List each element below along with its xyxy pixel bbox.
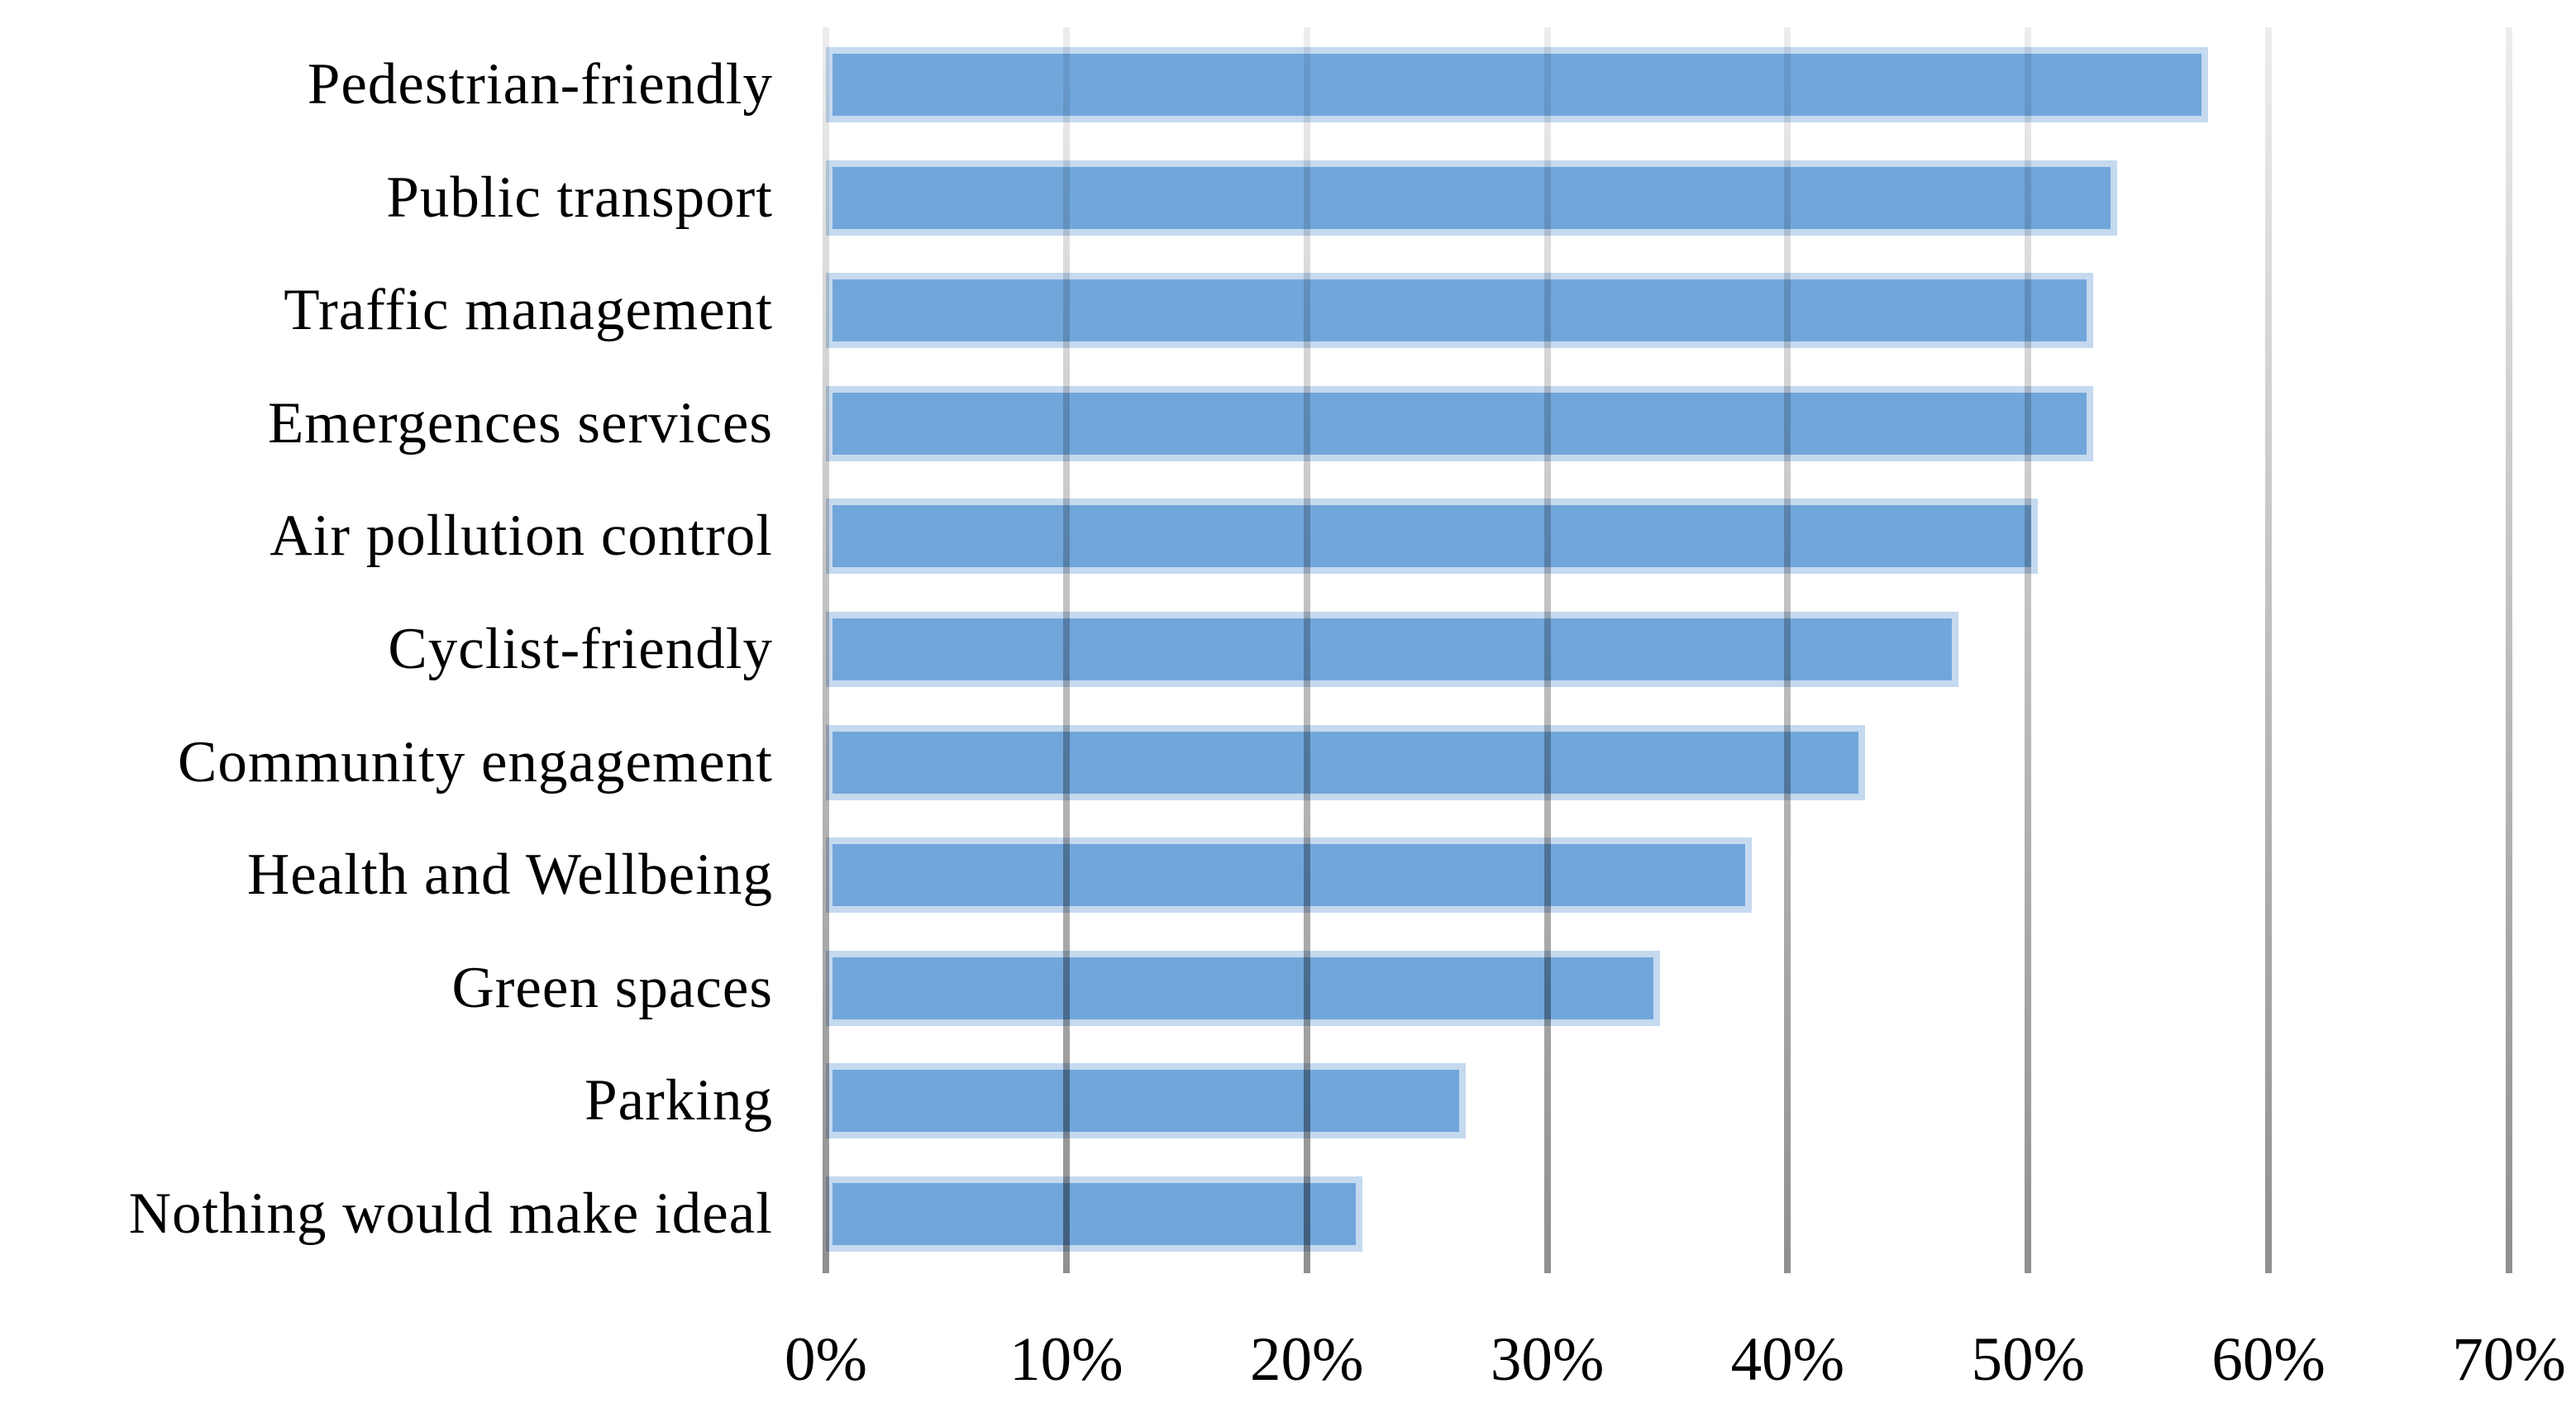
category-label-community-engagement: Community engagement xyxy=(177,729,773,795)
bar-air-pollution-control xyxy=(826,499,2038,575)
x-tick-label-60: 60% xyxy=(2211,1325,2326,1394)
x-tick-label-10: 10% xyxy=(1009,1325,1123,1394)
bar-community-engagement xyxy=(826,724,1865,800)
bar-traffic-management xyxy=(826,273,2093,349)
category-label-traffic-management: Traffic management xyxy=(284,278,773,343)
bar-parking xyxy=(826,1063,1466,1139)
category-label-cyclist-friendly: Cyclist-friendly xyxy=(388,617,773,681)
gridline-60 xyxy=(2265,27,2273,1273)
category-label-green-spaces: Green spaces xyxy=(451,955,773,1020)
category-label-public-transport: Public transport xyxy=(386,165,773,230)
bar-green-spaces xyxy=(826,950,1661,1026)
plot-area xyxy=(823,27,2512,1273)
bar-health-and-wellbeing xyxy=(826,837,1752,914)
x-tick-label-50: 50% xyxy=(1971,1325,2086,1394)
category-label-air-pollution-control: Air pollution control xyxy=(270,503,773,569)
x-tick-label-40: 40% xyxy=(1730,1325,1845,1394)
bar-cyclist-friendly xyxy=(826,612,1958,687)
bar-nothing-would-make-ideal xyxy=(826,1176,1362,1252)
category-label-pedestrian-friendly: Pedestrian-friendly xyxy=(307,52,773,117)
category-label-health-and-wellbeing: Health and Wellbeing xyxy=(246,842,773,908)
category-label-nothing-would-make-ideal: Nothing would make ideal xyxy=(128,1181,773,1246)
bar-emergences-services xyxy=(826,385,2093,461)
gridline-70 xyxy=(2506,27,2512,1273)
x-tick-label-0: 0% xyxy=(785,1325,867,1394)
bar-public-transport xyxy=(826,160,2117,236)
category-label-parking: Parking xyxy=(584,1068,773,1133)
bar-pedestrian-friendly xyxy=(826,47,2209,122)
x-tick-label-30: 30% xyxy=(1490,1325,1605,1394)
x-tick-label-20: 20% xyxy=(1249,1325,1364,1394)
category-label-emergences-services: Emergences services xyxy=(267,390,773,456)
x-tick-label-70: 70% xyxy=(2452,1325,2566,1394)
